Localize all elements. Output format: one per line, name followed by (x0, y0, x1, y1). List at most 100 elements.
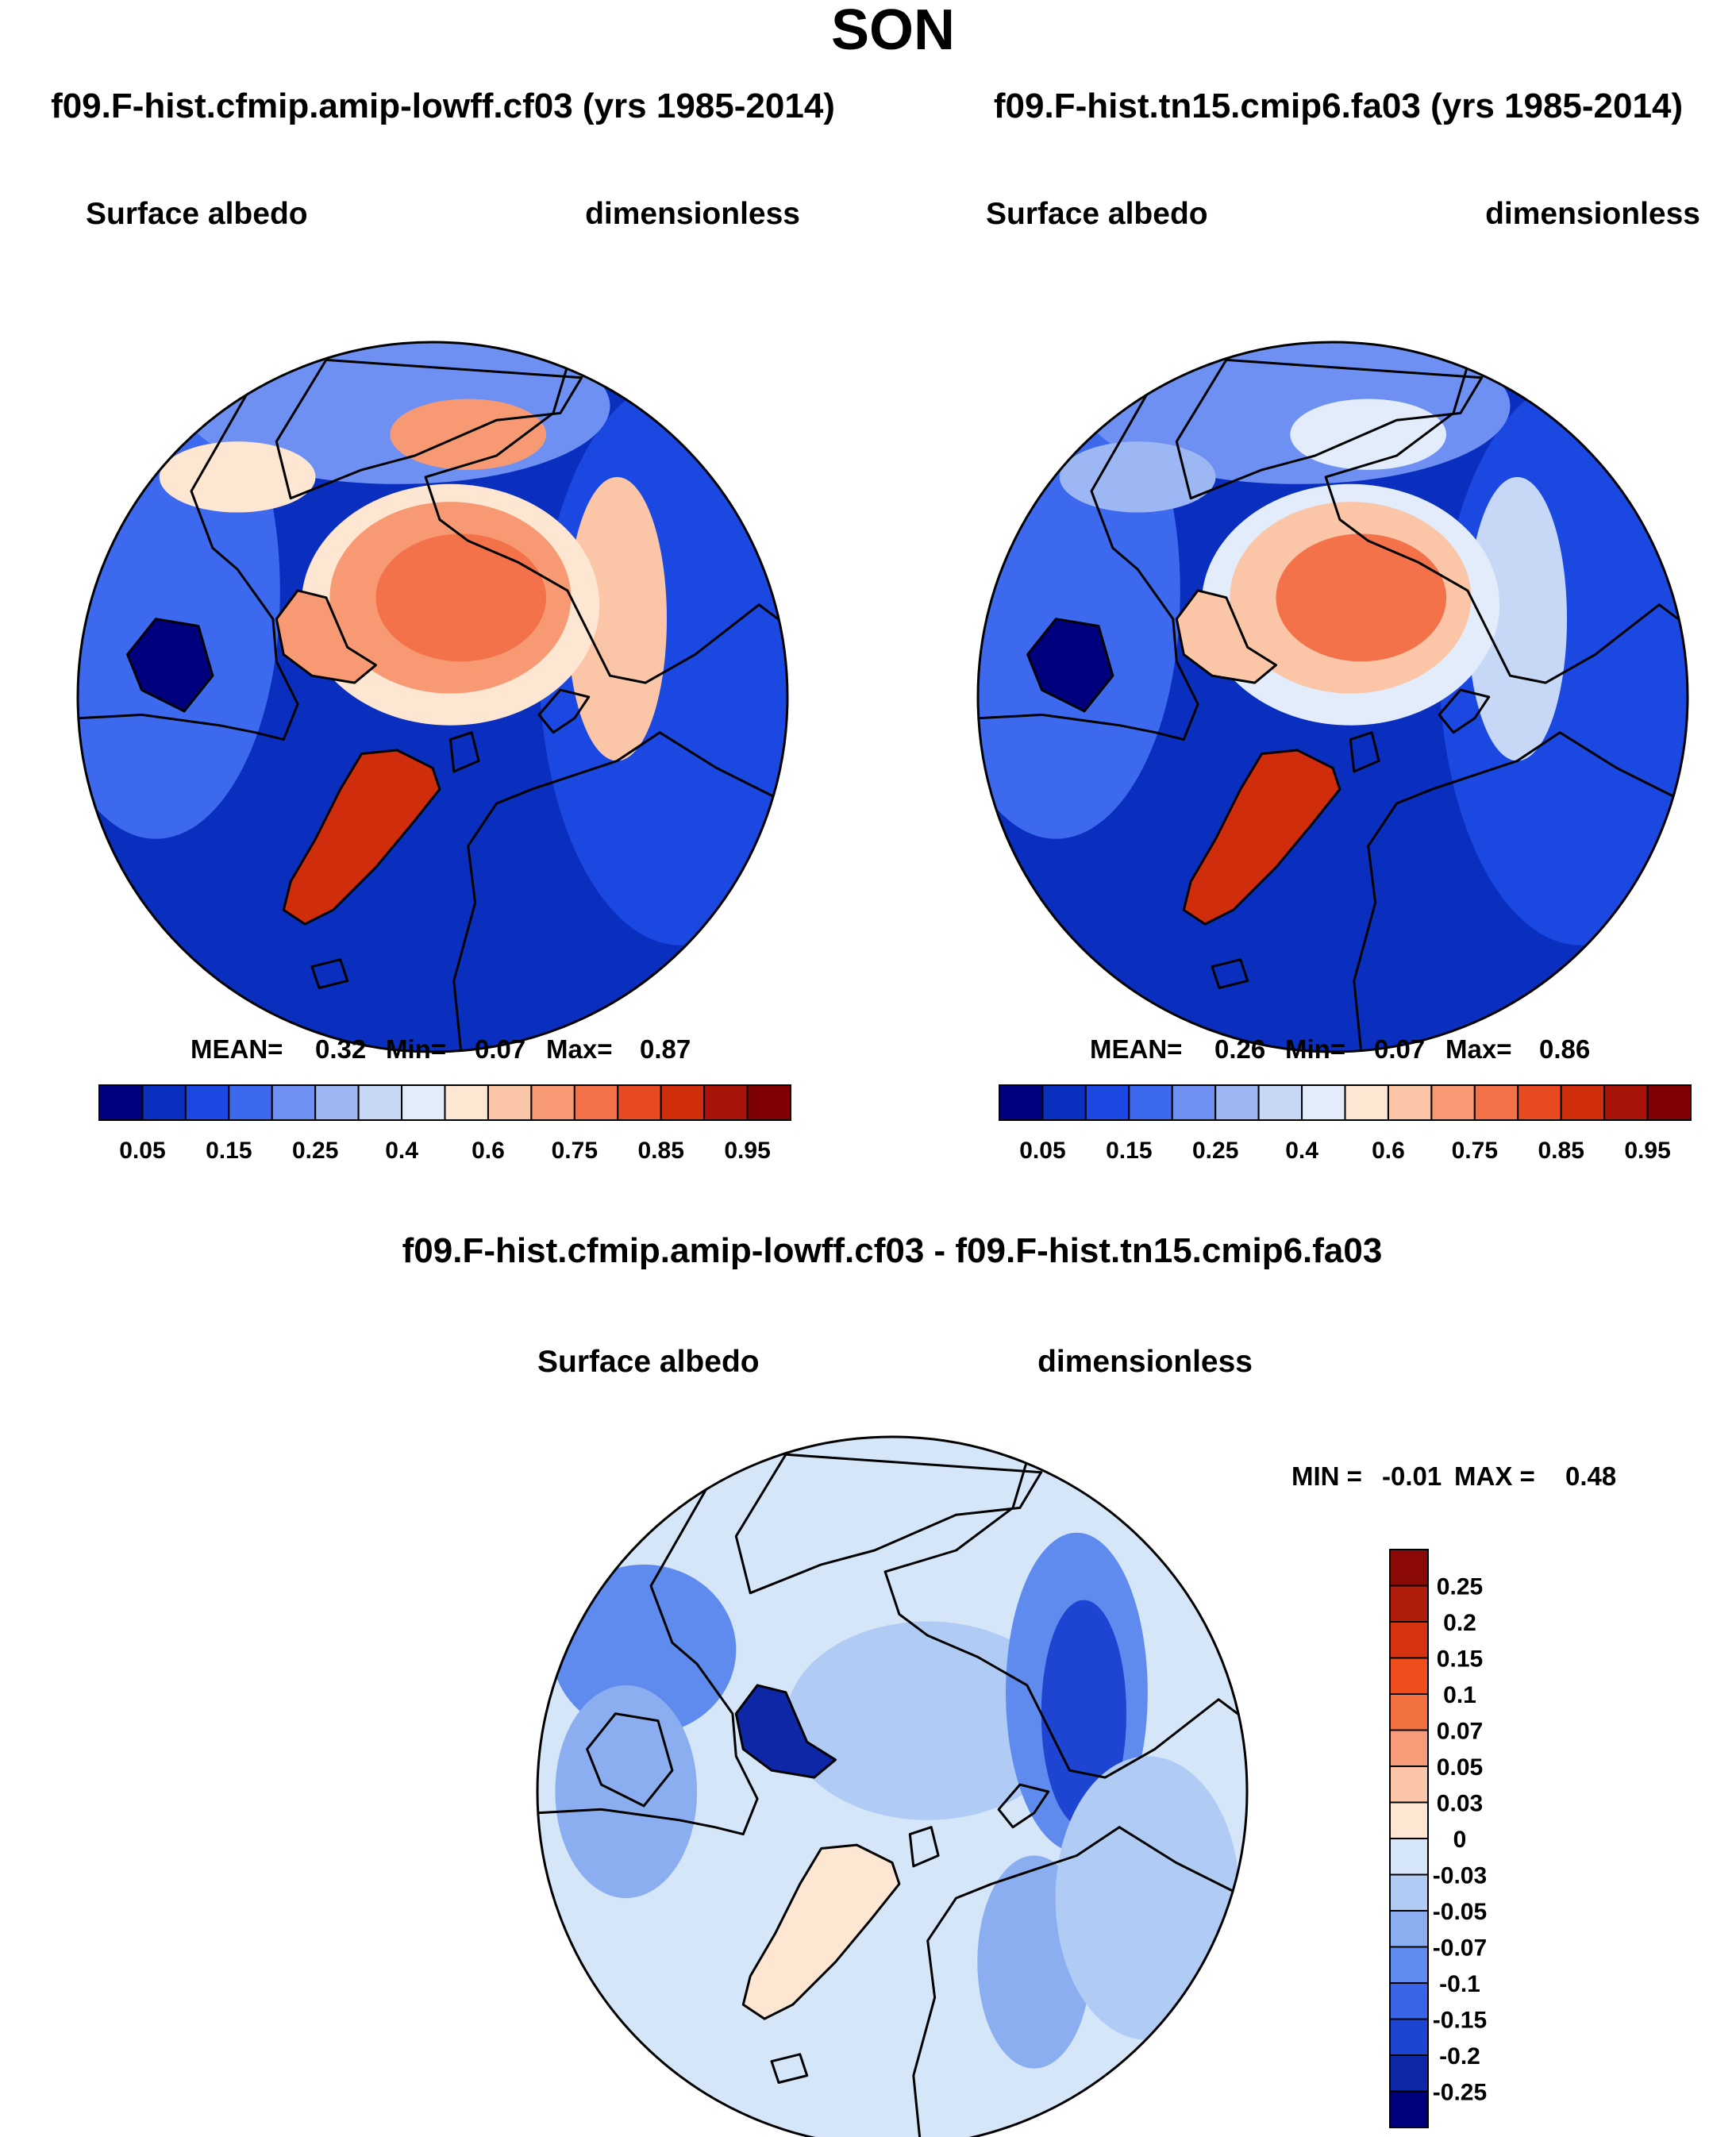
coastline-novaya (997, 1783, 1050, 1829)
colorbar-box (1389, 1946, 1429, 1984)
colorbar-box (1389, 1801, 1429, 1839)
sea-ice-core-field (1276, 533, 1447, 662)
panel-1-map (76, 341, 789, 1053)
colorbar-tick-label: 0.75 (1452, 1138, 1498, 1164)
colorbar-tick-label: 0.25 (1192, 1138, 1238, 1164)
siberia-snow-field (567, 476, 668, 761)
colorbar-box (228, 1084, 273, 1121)
panel-diff-case-title: f09.F-hist.cfmip.amip-lowff.cf03 - f09.F… (402, 1231, 1383, 1270)
colorbar-tick-label: -0.05 (1433, 1899, 1487, 1925)
colorbar-box (1473, 1084, 1519, 1121)
panel-2-min-label: Min= (1285, 1034, 1345, 1064)
colorbar-box (1389, 1584, 1429, 1623)
russia-field (1055, 1756, 1241, 2040)
colorbar-tick-label: 0.1 (1443, 1682, 1476, 1708)
figure-title: SON (831, 0, 955, 62)
greenland-field (743, 1845, 899, 2020)
panel-1-right-label: dimensionless (585, 197, 800, 231)
panel-2-mean-value: 0.26 (1214, 1034, 1265, 1064)
panel-2-map (976, 341, 1689, 1053)
panel-diff: f09.F-hist.cfmip.amip-lowff.cf03 - f09.F… (402, 1231, 1616, 2137)
panel-diff-max-label: MAX = (1454, 1461, 1535, 1491)
coastline-alaska-siberia-east (734, 1453, 1043, 1595)
colorbar-tick-label: 0.25 (292, 1138, 338, 1164)
sea-ice-core-field (375, 533, 547, 662)
colorbar-tick-label: 0.4 (1285, 1138, 1318, 1164)
panel-diff-stats: MIN = -0.01 MAX = 0.48 (1291, 1461, 1616, 1491)
colorbar-tick-label: 0.6 (1372, 1138, 1405, 1164)
coastline-greenland (741, 1843, 901, 2020)
colorbar-box (530, 1084, 575, 1121)
coastline-svalbard (1349, 731, 1380, 773)
chukotka-snow-field (390, 399, 547, 470)
coastline-alaska-siberia-east (275, 358, 583, 500)
colorbar-tick-label: 0.95 (724, 1138, 770, 1164)
colorbar-box (1389, 1729, 1429, 1767)
chukotka-snow-field (1290, 399, 1447, 470)
colorbar-tick-label: 0.75 (552, 1138, 598, 1164)
colorbar-box (746, 1084, 791, 1121)
coastline-scandinavia (1353, 731, 1688, 1052)
colorbar-box (1646, 1084, 1692, 1121)
colorbar-tick-label: -0.1 (1439, 1971, 1480, 1997)
coastline-iceland (770, 2053, 809, 2084)
colorbar-tick-label: 0.05 (119, 1138, 165, 1164)
coastline-alaska-siberia-east (1175, 358, 1484, 500)
coastline-hudson-bay (126, 618, 214, 713)
colorbar-tick-label: 0 (1453, 1827, 1467, 1853)
colorbar-box (314, 1084, 360, 1121)
colorbar-tick-label: 0.05 (1019, 1138, 1065, 1164)
colorbar-box (1389, 1621, 1429, 1659)
coastline-scandinavia (912, 1826, 1247, 2137)
panel-2-left-label: Surface albedo (986, 197, 1208, 231)
colorbar-box (357, 1084, 403, 1121)
coastline-greenland (282, 749, 441, 926)
hudson-bay-field (1027, 618, 1113, 711)
colorbar-tick-label: -0.25 (1433, 2080, 1487, 2106)
coastline-iceland (1211, 958, 1249, 989)
colorbar-box (1430, 1084, 1476, 1121)
colorbar-tick-label: -0.03 (1433, 1863, 1487, 1889)
colorbar-tick-label: 0.2 (1443, 1610, 1476, 1636)
archipelago-field (276, 590, 376, 683)
panel-1-colorbar: 0.05 0.15 0.25 0.4 0.6 0.75 0.85 0.95 (98, 1084, 791, 1164)
colorbar-box (1389, 1765, 1429, 1804)
colorbar-box (1171, 1084, 1217, 1121)
coastline-archipelago (1175, 589, 1277, 684)
coastline-novaya (1438, 688, 1491, 734)
colorbar-tick-label: 0.95 (1624, 1138, 1670, 1164)
colorbar-box (184, 1084, 230, 1121)
colorbar-tick-label: 0.4 (385, 1138, 418, 1164)
panel-1-case-title: f09.F-hist.cfmip.amip-lowff.cf03 (yrs 19… (51, 87, 835, 125)
colorbar-box (1214, 1084, 1260, 1121)
panel-1-max-value: 0.87 (640, 1034, 691, 1064)
colorbar-box (1128, 1084, 1173, 1121)
colorbar-box (1389, 2090, 1429, 2128)
colorbar-tick-label: 0.6 (472, 1138, 505, 1164)
siberia-core-field (1041, 1600, 1127, 1827)
coastline-iceland (310, 958, 349, 989)
colorbar-box (617, 1084, 662, 1121)
archipelago-field (1176, 590, 1276, 683)
coastline-siberia (1324, 342, 1688, 684)
colorbar-box (1389, 2018, 1429, 2056)
panel-diff-left-label: Surface albedo (537, 1345, 760, 1379)
coastline-siberia (424, 342, 787, 684)
colorbar-box (660, 1084, 706, 1121)
alaska-snow-field (1059, 441, 1216, 513)
colorbar-box (999, 1084, 1044, 1121)
colorbar-box (1387, 1084, 1433, 1121)
greenland-field (283, 750, 440, 925)
panel-1-min-value: 0.07 (475, 1034, 525, 1064)
colorbar-box (1389, 1838, 1429, 1876)
panel-2-max-label: Max= (1445, 1034, 1511, 1064)
coastline-hudson-bay (1026, 618, 1114, 713)
colorbar-box (487, 1084, 533, 1121)
colorbar-box (1389, 1657, 1429, 1695)
colorbar-tick-label: 0.25 (1437, 1574, 1483, 1600)
colorbar-box (1389, 1982, 1429, 2020)
colorbar-box (1389, 1693, 1429, 1731)
colorbar-box (1389, 2054, 1429, 2093)
coastline-novaya (537, 688, 591, 734)
